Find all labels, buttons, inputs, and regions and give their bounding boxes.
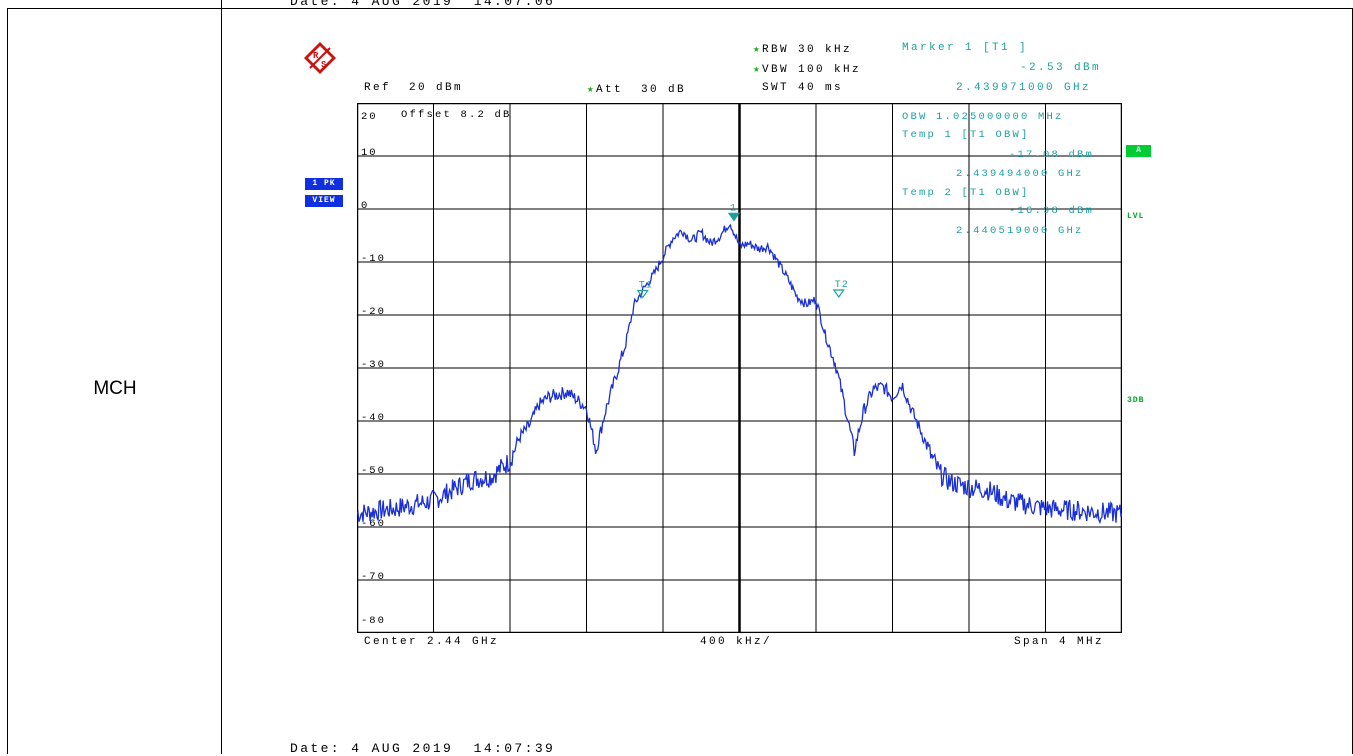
- star-icon: ★: [753, 64, 763, 76]
- capture-date-top: Date: 4 AUG 2019 14:07:06: [290, 0, 556, 9]
- vbw-value: VBW 100 kHz: [762, 64, 862, 76]
- y-tick-label: -40: [361, 412, 386, 424]
- spectrum-plot: 20 10 0 -10 -20 -30 -40 -50 -60 -70 -80 1 T1 T2 Offs…: [357, 103, 1122, 633]
- side-lvl-label: LVL: [1127, 212, 1145, 221]
- trace-view-badge: VIEW: [305, 195, 343, 207]
- vbw: ★VBW 100 kHz: [753, 62, 861, 76]
- markers: 1 T1 T2: [636, 203, 849, 299]
- side-3db-label: 3DB: [1127, 396, 1145, 405]
- row-label: MCH: [93, 378, 137, 399]
- svg-text:R: R: [313, 51, 319, 61]
- temp2-level: -16.98 dBm: [1009, 205, 1094, 217]
- ref-level: Ref 20 dBm: [364, 82, 464, 94]
- marker-label: 1: [730, 203, 737, 214]
- spectrum-trace: [357, 223, 1122, 525]
- rbw: ★RBW 30 kHz: [753, 42, 852, 56]
- y-tick-label: -60: [361, 518, 386, 530]
- y-tick-label: -80: [361, 615, 386, 627]
- marker-triangle: [832, 289, 845, 299]
- star-icon: ★: [753, 44, 763, 56]
- capture-date-bottom: Date: 4 AUG 2019 14:07:39: [290, 741, 556, 756]
- side-a-badge: A: [1126, 145, 1151, 157]
- svg-text:S: S: [321, 60, 327, 70]
- y-tick-label: 10: [361, 147, 378, 159]
- obw-info-panel: Offset 8.2 dB OBW 1.025000000 MHz Temp 1…: [401, 109, 1094, 237]
- y-tick-label: -50: [361, 465, 386, 477]
- y-tick-label: -30: [361, 359, 386, 371]
- center-frequency: Center 2.44 GHz: [364, 636, 500, 648]
- rbw-value: RBW 30 kHz: [762, 44, 853, 56]
- temp2-frequency: 2.440519000 GHz: [956, 225, 1084, 237]
- attenuation: ★Att 30 dB: [587, 82, 686, 96]
- star-icon: ★: [587, 84, 597, 96]
- y-tick-label: 20: [361, 111, 378, 123]
- marker-triangle: [727, 212, 741, 222]
- marker-label: T1: [639, 281, 653, 292]
- offset-label: Offset 8.2 dB: [401, 109, 512, 121]
- rs-logo: R S: [304, 42, 336, 74]
- span: Span 4 MHz: [1014, 636, 1105, 648]
- temp2-title: Temp 2 [T1 OBW]: [902, 187, 1030, 199]
- y-tick-label: 0: [361, 200, 369, 212]
- y-tick-label: -70: [361, 571, 386, 583]
- obw-value: OBW 1.025000000 MHz: [902, 111, 1064, 123]
- temp1-title: Temp 1 [T1 OBW]: [902, 129, 1030, 141]
- marker1-title: Marker 1 [T1 ]: [902, 42, 1029, 54]
- span-per-division: 400 kHz/: [700, 636, 773, 648]
- table-column-divider: [221, 0, 222, 754]
- marker-label: T2: [835, 280, 849, 291]
- attenuation-value: Att 30 dB: [596, 84, 687, 96]
- trace-mode-badge: 1 PK: [305, 178, 343, 190]
- marker1-level: -2.53 dBm: [1020, 62, 1102, 74]
- temp1-level: -17.08 dBm: [1009, 149, 1094, 161]
- y-tick-label: -20: [361, 306, 386, 318]
- y-tick-labels: 20 10 0 -10 -20 -30 -40 -50 -60 -70 -80: [361, 111, 386, 627]
- sweep-time: SWT 40 ms: [762, 82, 844, 94]
- marker-triangle: [636, 289, 649, 299]
- y-tick-label: -10: [361, 253, 386, 265]
- temp1-frequency: 2.439494000 GHz: [956, 168, 1084, 180]
- marker1-frequency: 2.439971000 GHz: [956, 82, 1092, 94]
- plot-grid: [357, 103, 1122, 633]
